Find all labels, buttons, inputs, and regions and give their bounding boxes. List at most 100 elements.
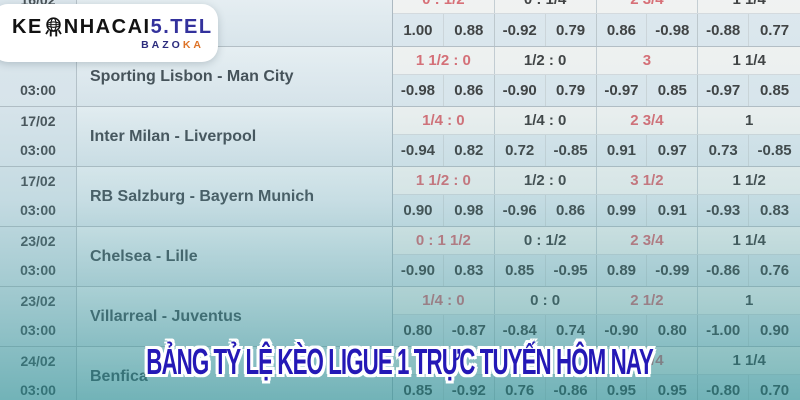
odds-value[interactable]: -0.84 bbox=[495, 314, 546, 346]
odds-value[interactable]: 0.86 bbox=[597, 14, 648, 46]
odds-value[interactable]: 0.95 bbox=[647, 374, 699, 400]
odds-value[interactable]: -0.87 bbox=[444, 314, 495, 346]
odds-value[interactable]: 0.86 bbox=[444, 74, 495, 106]
odds-value[interactable]: 0.70 bbox=[759, 381, 790, 399]
odds-value[interactable]: -0.97 bbox=[597, 74, 648, 106]
site-logo: KE NHACAI 5.TEL bbox=[12, 16, 218, 38]
match-name-cell[interactable]: Inter Milan - Liverpool bbox=[77, 107, 393, 166]
match-block: 24/02 03:00 Benfica 2 3/4 1 1/4 0.85 -0.92 0.76… bbox=[0, 346, 800, 400]
logo-text-mid: NHACAI bbox=[63, 15, 151, 38]
logo-subtitle-right: KA bbox=[182, 38, 204, 51]
handicap-value: 0 : 1/2 bbox=[393, 0, 495, 13]
odds-value[interactable]: -0.86 bbox=[698, 254, 750, 286]
match-time: 03:00 bbox=[20, 322, 56, 338]
odds-value[interactable]: 0.97 bbox=[647, 134, 699, 166]
handicap-value: 1 1/2 : 0 bbox=[393, 47, 495, 74]
odds-value[interactable]: 0.99 bbox=[597, 194, 648, 226]
odds-value[interactable]: -0.90 bbox=[495, 74, 546, 106]
odds-value[interactable]: -0.95 bbox=[546, 254, 597, 286]
odds-value[interactable]: 0.74 bbox=[546, 314, 597, 346]
odds-value[interactable]: 0.77 bbox=[759, 21, 790, 39]
odds-value[interactable]: 0.90 bbox=[759, 321, 790, 339]
odds-row: 0.80 -0.87 -0.84 0.74 -0.90 0.80 -1.00 0.90 bbox=[393, 314, 800, 346]
handicap-value: 3 bbox=[597, 47, 699, 74]
odds-value[interactable]: 0.85 bbox=[647, 74, 699, 106]
odds-value[interactable]: 0.76 bbox=[495, 374, 546, 400]
odds-value[interactable]: -0.86 bbox=[546, 374, 597, 400]
match-name: Chelsea - Lille bbox=[90, 247, 198, 265]
match-time: 03:00 bbox=[20, 262, 56, 278]
odds-value[interactable]: 0.72 bbox=[495, 134, 546, 166]
odds-row: 1.00 0.88 -0.92 0.79 0.86 -0.98 -0.88 0.77 bbox=[393, 14, 800, 46]
match-name-cell[interactable]: RB Salzburg - Bayern Munich bbox=[77, 167, 393, 226]
handicap-value bbox=[393, 347, 495, 374]
odds-value[interactable]: -0.92 bbox=[495, 14, 546, 46]
odds-value[interactable]: -1.00 bbox=[698, 314, 750, 346]
handicap-value: 0 : 1 1/2 bbox=[393, 227, 495, 254]
odds-value[interactable]: 0.98 bbox=[444, 194, 495, 226]
handicap-value: 2 1/2 bbox=[597, 287, 699, 314]
odds-value[interactable]: -0.99 bbox=[647, 254, 699, 286]
handicap-value: 2 3/4 bbox=[597, 347, 699, 374]
logo-text-left: KE bbox=[12, 15, 43, 38]
odds-row: -0.90 0.83 0.85 -0.95 0.89 -0.99 -0.86 0.76 bbox=[393, 254, 800, 286]
handicap-value: 1 1/4 bbox=[698, 0, 800, 13]
odds-value[interactable]: -0.92 bbox=[444, 374, 495, 400]
odds-value[interactable]: 0.73 bbox=[698, 134, 750, 166]
odds-value[interactable]: -0.94 bbox=[393, 134, 444, 166]
date-time-cell: 23/02 03:00 bbox=[0, 227, 77, 286]
odds-value[interactable]: -0.97 bbox=[698, 74, 750, 106]
odds-value[interactable]: 0.95 bbox=[597, 374, 648, 400]
odds-value[interactable]: -0.96 bbox=[495, 194, 546, 226]
odds-value[interactable]: 0.83 bbox=[444, 254, 495, 286]
odds-value[interactable]: 0.80 bbox=[393, 314, 444, 346]
match-name-cell[interactable]: Chelsea - Lille bbox=[77, 227, 393, 286]
odds-value[interactable]: 0.91 bbox=[597, 134, 648, 166]
odds-value[interactable]: -0.85 bbox=[546, 134, 597, 166]
odds-value[interactable]: 0.88 bbox=[444, 14, 495, 46]
odds-value[interactable]: 0.89 bbox=[597, 254, 648, 286]
odds-value[interactable]: -0.88 bbox=[698, 14, 750, 46]
site-logo-card[interactable]: KE NHACAI 5.TEL BAZOKA bbox=[0, 4, 218, 62]
odds-value[interactable]: 0.83 bbox=[759, 201, 790, 219]
odds-value[interactable]: 0.85 bbox=[759, 81, 790, 99]
match-name: Villarreal - Juventus bbox=[90, 307, 242, 325]
odds-columns: 2 3/4 1 1/4 0.85 -0.92 0.76 -0.86 0.95 0.95 -0.8… bbox=[393, 347, 800, 400]
handicap-value: 1 bbox=[744, 291, 754, 309]
odds-row: 0.90 0.98 -0.96 0.86 0.99 0.91 -0.93 0.83 bbox=[393, 194, 800, 226]
odds-value[interactable]: 0.80 bbox=[647, 314, 699, 346]
handicap-value: 1 1/2 : 0 bbox=[393, 167, 495, 194]
odds-value[interactable]: 0.79 bbox=[546, 74, 597, 106]
odds-value[interactable]: 0.85 bbox=[495, 254, 546, 286]
odds-value[interactable]: 0.90 bbox=[393, 194, 444, 226]
date-time-cell: 17/02 03:00 bbox=[0, 167, 77, 226]
match-name: RB Salzburg - Bayern Munich bbox=[90, 187, 315, 205]
logo-subtitle-left: BAZO bbox=[141, 38, 183, 51]
odds-value[interactable]: -0.90 bbox=[597, 314, 648, 346]
odds-value[interactable]: 0.85 bbox=[393, 374, 444, 400]
match-name-cell[interactable]: Villarreal - Juventus bbox=[77, 287, 393, 346]
handicap-value: 2 3/4 bbox=[597, 107, 699, 134]
odds-value[interactable]: 0.79 bbox=[546, 14, 597, 46]
handicap-value: 1/4 : 0 bbox=[393, 287, 495, 314]
odds-value[interactable]: 1.00 bbox=[393, 14, 444, 46]
odds-value[interactable]: 0.86 bbox=[546, 194, 597, 226]
odds-value[interactable]: 0.82 bbox=[444, 134, 495, 166]
odds-value[interactable]: -0.98 bbox=[393, 74, 444, 106]
odds-value[interactable]: 0.91 bbox=[647, 194, 699, 226]
handicap-value: 1/2 : 0 bbox=[495, 167, 597, 194]
odds-value[interactable]: -0.85 bbox=[757, 141, 792, 159]
odds-value[interactable]: -0.90 bbox=[393, 254, 444, 286]
odds-value[interactable]: -0.98 bbox=[647, 14, 699, 46]
odds-value[interactable]: 0.76 bbox=[759, 261, 790, 279]
match-time: 03:00 bbox=[20, 202, 56, 218]
match-name-cell[interactable]: Benfica bbox=[77, 347, 393, 400]
odds-value[interactable]: -0.93 bbox=[698, 194, 750, 226]
handicap-value: 1 1/4 bbox=[732, 231, 766, 249]
odds-value[interactable]: -0.80 bbox=[698, 374, 750, 400]
handicap-value: 0 : 0 bbox=[495, 287, 597, 314]
